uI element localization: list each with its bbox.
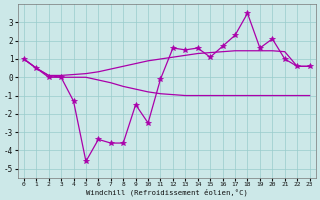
X-axis label: Windchill (Refroidissement éolien,°C): Windchill (Refroidissement éolien,°C)	[86, 188, 248, 196]
